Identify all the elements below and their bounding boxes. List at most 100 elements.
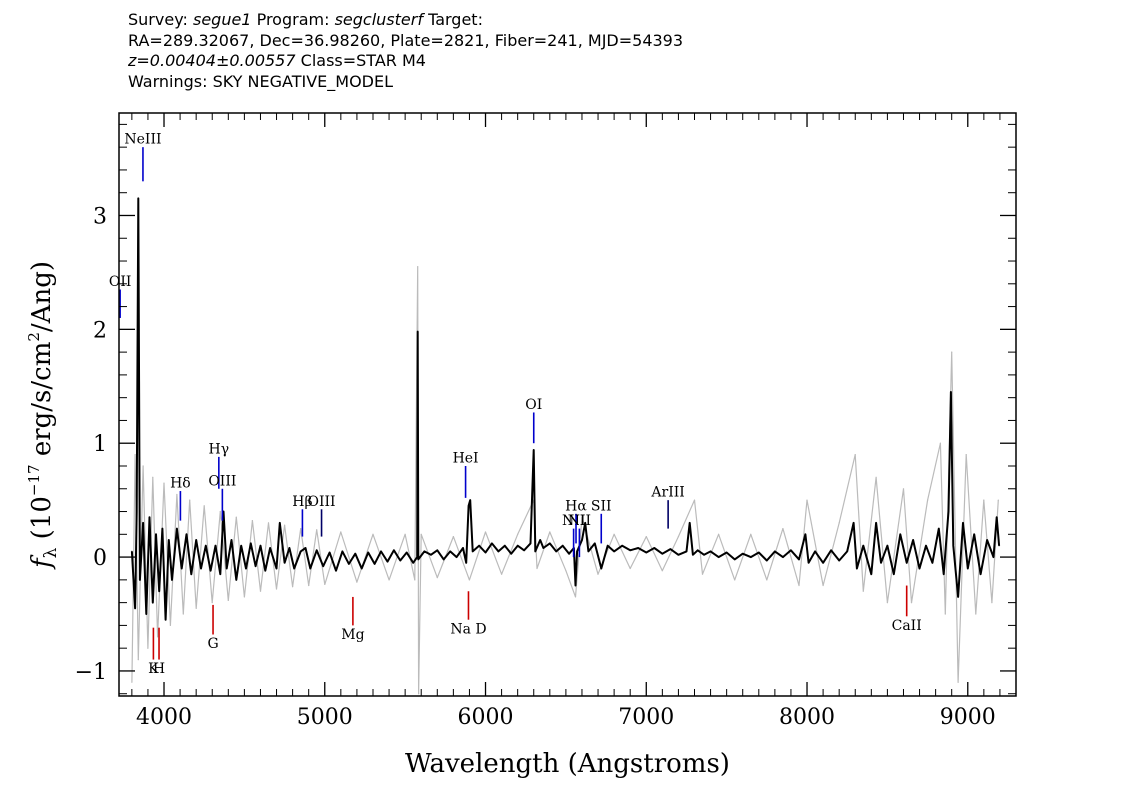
flux-point <box>449 550 451 553</box>
survey-value: segue1 <box>192 10 252 29</box>
flux-point <box>275 567 278 570</box>
flux-point <box>814 550 816 553</box>
flux-point <box>322 565 324 567</box>
flux-point <box>145 613 147 615</box>
y-label-rest2: erg/s/cm <box>27 342 57 465</box>
flux-point <box>790 549 792 551</box>
flux-point <box>629 549 631 551</box>
flux-point <box>750 556 752 558</box>
absorption-line-label: K <box>148 661 159 677</box>
error-point <box>782 528 784 530</box>
flux-point <box>726 551 728 554</box>
error-series-layer <box>131 266 999 695</box>
flux-point <box>952 545 954 547</box>
y-tick-label: −1 <box>75 660 107 685</box>
flux-point <box>645 551 647 554</box>
error-point <box>645 536 647 538</box>
flux-point <box>417 331 419 333</box>
error-point <box>484 531 487 533</box>
flux-point <box>462 547 464 549</box>
flux-point <box>406 551 408 554</box>
flux-point <box>918 567 921 570</box>
error-point <box>854 454 856 456</box>
flux-point <box>568 553 570 555</box>
flux-point <box>992 556 995 558</box>
error-point <box>340 531 342 533</box>
emission-line-label: NeIII <box>124 132 161 148</box>
flux-point <box>685 550 688 553</box>
flux-point <box>139 579 141 581</box>
error-series-line <box>131 266 999 695</box>
flux-point <box>161 528 163 530</box>
x-tick-label: 5000 <box>297 705 353 730</box>
error-point <box>875 476 877 478</box>
flux-point <box>430 554 432 556</box>
error-point <box>182 613 184 615</box>
flux-point <box>529 542 532 545</box>
flux-point <box>838 559 840 562</box>
flux-point <box>497 550 499 553</box>
flux-point <box>870 573 872 575</box>
x-tick-label: 9000 <box>940 705 996 730</box>
absorption-line-label: G <box>207 636 218 652</box>
y-label-exp2: 2 <box>25 332 43 342</box>
flux-point <box>335 570 337 572</box>
emission-line-label: SII <box>591 498 612 514</box>
error-point <box>701 573 704 575</box>
flux-point <box>185 533 188 535</box>
error-point <box>203 505 205 507</box>
flux-point <box>581 539 583 541</box>
flux-point <box>478 545 480 547</box>
flux-point <box>181 567 183 570</box>
flux-point <box>367 551 369 554</box>
flux-point <box>137 197 139 199</box>
flux-point <box>980 573 982 575</box>
flux-point <box>555 550 557 553</box>
header-line-survey: Survey: segue1 Program: segclusterf Targ… <box>128 10 1108 31</box>
flux-point <box>171 579 173 581</box>
error-point <box>267 522 270 524</box>
header-line-redshift: z=0.00404±0.00557 Class=STAR M4 <box>128 51 1108 72</box>
flux-point <box>142 522 144 524</box>
error-point <box>300 528 302 530</box>
flux-point <box>158 590 160 592</box>
flux-point <box>176 528 178 530</box>
error-point <box>944 613 946 615</box>
error-point <box>468 579 470 581</box>
error-point <box>372 533 374 535</box>
error-point <box>388 579 390 581</box>
flux-point <box>947 510 950 513</box>
error-point <box>975 613 977 615</box>
flux-point <box>562 545 564 547</box>
error-point <box>157 636 159 638</box>
flux-point <box>710 550 712 553</box>
error-point <box>308 584 310 587</box>
y-label-rest3: /Ang) <box>27 261 57 332</box>
error-point <box>152 476 154 478</box>
flux-point <box>607 545 609 547</box>
error-point <box>356 581 358 583</box>
flux-point <box>456 556 458 558</box>
absorption-line-label: H <box>153 661 165 677</box>
flux-point <box>973 533 975 535</box>
emission-line-label: OIII <box>308 494 336 510</box>
error-point <box>219 510 221 513</box>
flux-point <box>689 522 691 524</box>
emission-line-label: ArIII <box>650 485 684 501</box>
error-point <box>195 607 197 609</box>
error-point <box>134 454 136 456</box>
flux-point <box>967 567 969 570</box>
flux-point <box>468 505 470 507</box>
flux-point <box>148 516 151 518</box>
error-point <box>163 482 165 484</box>
error-point <box>452 536 454 538</box>
error-point <box>235 516 237 518</box>
error-point <box>414 579 416 581</box>
flux-point <box>931 562 934 564</box>
error-point <box>997 499 999 501</box>
flux-point <box>613 550 615 553</box>
flux-point <box>962 522 964 524</box>
flux-point <box>703 554 705 556</box>
error-point <box>927 499 929 501</box>
